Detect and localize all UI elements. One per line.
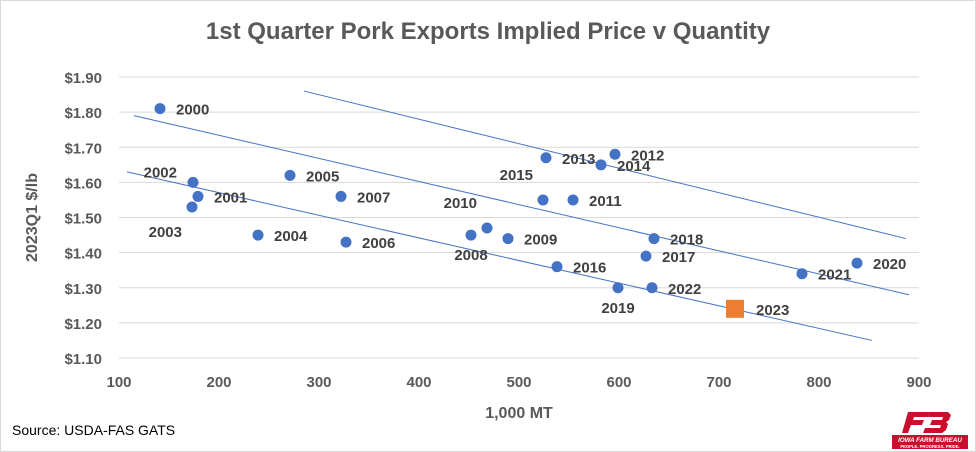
data-point xyxy=(646,282,658,294)
data-points xyxy=(154,103,863,318)
data-point xyxy=(640,250,652,262)
data-point xyxy=(252,229,264,241)
x-tick-label: 500 xyxy=(506,374,531,391)
data-point xyxy=(284,169,296,181)
data-label: 2005 xyxy=(306,168,339,185)
x-tick-label: 100 xyxy=(106,374,131,391)
data-point xyxy=(609,148,621,160)
data-label: 2013 xyxy=(562,151,595,168)
source-note: Source: USDA-FAS GATS xyxy=(12,422,176,438)
data-label: 2020 xyxy=(873,256,906,273)
y-tick-label: $1.90 xyxy=(64,70,102,87)
data-point xyxy=(186,201,198,213)
data-label: 2009 xyxy=(524,232,557,249)
y-tick-label: $1.70 xyxy=(64,140,102,157)
x-tick-label: 700 xyxy=(706,374,731,391)
data-label: 2021 xyxy=(818,267,851,284)
iowa-farm-bureau-logo: IOWA FARM BUREAU PEOPLE. PROGRESS. PRIDE… xyxy=(892,412,968,449)
svg-text:PEOPLE. PROGRESS. PRIDE.: PEOPLE. PROGRESS. PRIDE. xyxy=(900,444,959,449)
x-tick-label: 800 xyxy=(806,374,831,391)
svg-text:IOWA FARM BUREAU: IOWA FARM BUREAU xyxy=(898,437,962,444)
y-tick-label: $1.30 xyxy=(64,281,102,298)
data-label: 2017 xyxy=(662,249,695,266)
data-label: 2015 xyxy=(500,167,533,184)
x-tick-label: 900 xyxy=(906,374,931,391)
data-label: 2003 xyxy=(149,224,182,241)
data-point xyxy=(481,222,493,234)
data-point xyxy=(502,233,514,245)
data-label: 2019 xyxy=(601,300,634,317)
y-axis-label: 2023Q1 $/lb xyxy=(24,173,41,262)
y-tick-label: $1.60 xyxy=(64,175,102,192)
data-label: 2002 xyxy=(144,164,177,181)
data-point xyxy=(537,194,549,206)
data-label: 2012 xyxy=(631,147,664,164)
data-point xyxy=(551,261,563,273)
data-label: 2008 xyxy=(454,247,487,264)
y-tick-label: $1.80 xyxy=(64,105,102,122)
data-label: 2006 xyxy=(362,235,395,252)
data-label: 2022 xyxy=(668,281,701,298)
chart-title: 1st Quarter Pork Exports Implied Price v… xyxy=(205,18,771,45)
data-label: 2004 xyxy=(274,228,308,245)
y-tick-label: $1.20 xyxy=(64,316,102,333)
gridlines xyxy=(119,76,919,359)
x-tick-label: 300 xyxy=(306,374,331,391)
data-point xyxy=(595,159,607,171)
data-point xyxy=(648,233,660,245)
data-point xyxy=(567,194,579,206)
data-point xyxy=(187,176,199,188)
highlight-point xyxy=(726,299,744,318)
trend-lines xyxy=(126,90,910,341)
data-point xyxy=(465,229,477,241)
data-label: 2010 xyxy=(444,195,477,212)
axes: $1.10 $1.20 $1.30 $1.40 $1.50 $1.60 $1.70 $1.80… xyxy=(24,70,932,422)
data-point xyxy=(340,236,352,248)
data-label: 2014 xyxy=(617,158,651,175)
y-tick-label: $1.40 xyxy=(64,246,102,263)
data-point xyxy=(192,190,204,202)
data-point xyxy=(851,257,863,269)
x-tick-label: 600 xyxy=(606,374,631,391)
x-tick-label: 200 xyxy=(206,374,231,391)
data-point xyxy=(335,190,347,202)
data-label: 2018 xyxy=(670,232,703,249)
highlight-label: 2023 xyxy=(756,302,789,319)
data-label: 2000 xyxy=(176,102,209,119)
data-point xyxy=(154,103,166,115)
y-tick-label: $1.50 xyxy=(64,211,102,228)
data-label: 2016 xyxy=(573,260,606,277)
data-label: 2001 xyxy=(214,189,247,206)
trend-line xyxy=(133,115,910,296)
data-label: 2007 xyxy=(357,189,390,206)
data-point xyxy=(540,152,552,164)
data-label: 2011 xyxy=(589,193,622,210)
x-axis-label: 1,000 MT xyxy=(485,405,553,422)
data-labels: 2000 2001 2002 2003 2004 2005 2006 2007 2008 2009… xyxy=(144,102,907,319)
trend-line xyxy=(126,171,873,341)
data-point xyxy=(612,282,624,294)
data-point xyxy=(796,268,808,280)
y-tick-label: $1.10 xyxy=(64,351,102,368)
x-tick-label: 400 xyxy=(406,374,431,391)
